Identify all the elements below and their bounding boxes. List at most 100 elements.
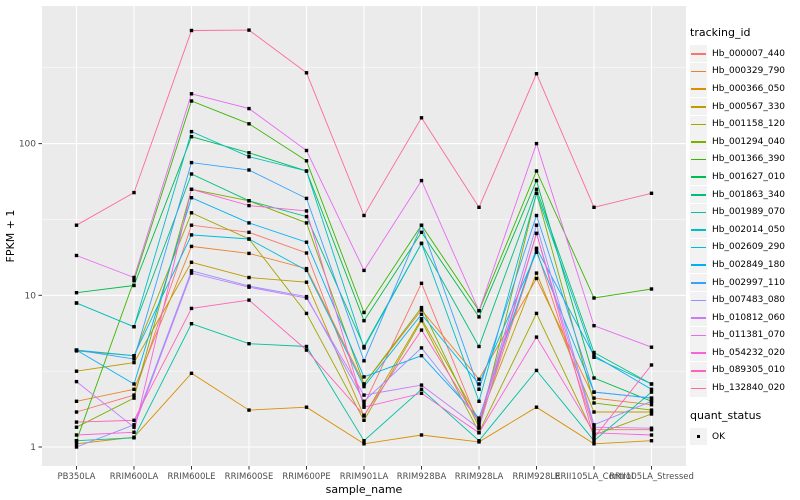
tracking-id-legend-items: Hb_000007_440 Hb_000329_790 Hb_000366_050 H… — [690, 45, 800, 397]
y-tick-label: 10 — [25, 291, 37, 301]
data-point — [649, 345, 654, 349]
legend-key-swatch — [690, 45, 707, 63]
legend-item-Hb_000007_440: Hb_000007_440 — [690, 45, 800, 63]
data-point — [74, 223, 79, 227]
data-point — [362, 418, 366, 422]
data-point — [132, 387, 136, 391]
legend-key-line-icon — [691, 53, 706, 55]
data-point — [419, 317, 424, 321]
legend-item-label: Hb_000366_050 — [712, 83, 786, 94]
data-point — [247, 151, 251, 155]
data-point — [592, 431, 596, 435]
legend-key-line-icon — [691, 194, 706, 196]
legend-key-swatch — [690, 203, 707, 221]
data-point — [649, 410, 654, 414]
data-point — [649, 412, 654, 416]
x-tick-label: RRIM600LE — [168, 472, 216, 482]
data-point — [247, 221, 251, 225]
legend-key-line-icon — [691, 282, 706, 284]
data-point — [247, 168, 251, 172]
data-point — [132, 418, 136, 422]
data-point — [362, 213, 366, 218]
data-point — [189, 223, 194, 227]
data-point — [304, 196, 309, 201]
x-tick-label: PB350LA — [58, 472, 96, 482]
data-point — [534, 223, 539, 227]
data-point — [534, 191, 539, 195]
data-point — [419, 328, 424, 332]
legend-key-swatch — [690, 291, 707, 309]
x-tick-label: RRIM901LA — [340, 472, 389, 482]
legend-key-swatch — [690, 379, 707, 397]
y-tick-label: 100 — [19, 140, 36, 150]
x-tick-label: RRIM928LA — [455, 472, 504, 482]
data-point — [247, 237, 251, 241]
data-point — [649, 403, 654, 407]
data-point — [534, 231, 539, 236]
legend-key-swatch — [690, 98, 707, 116]
data-point — [477, 382, 481, 386]
data-point — [304, 268, 309, 273]
legend-key-line-icon — [691, 264, 706, 267]
data-point — [592, 376, 596, 380]
data-point — [477, 377, 481, 381]
legend-key-swatch — [690, 361, 707, 379]
data-point — [477, 315, 481, 319]
data-point — [74, 253, 79, 258]
data-point — [189, 233, 194, 237]
legend-key-line-icon — [691, 299, 706, 302]
data-point — [649, 396, 654, 400]
data-point — [74, 301, 79, 305]
data-point — [189, 271, 194, 275]
legend-item-Hb_001627_010: Hb_001627_010 — [690, 168, 800, 186]
data-point — [74, 410, 79, 414]
legend-title-quant-status: quant_status — [690, 408, 762, 422]
data-point — [534, 213, 539, 218]
data-point — [247, 342, 251, 346]
legend-key-swatch — [690, 115, 707, 133]
data-point — [534, 271, 539, 275]
data-point — [362, 346, 366, 350]
legend-key-swatch — [690, 274, 707, 292]
data-point — [189, 135, 194, 139]
data-point — [189, 92, 194, 96]
legend-key-line-icon — [691, 158, 706, 161]
data-point — [592, 442, 596, 446]
legend-item-Hb_054232_020: Hb_054232_020 — [690, 344, 800, 362]
data-point — [592, 390, 596, 394]
data-point — [74, 348, 79, 352]
x-tick-label: RRIM928BA — [397, 472, 447, 482]
data-point — [362, 393, 366, 397]
data-point — [132, 283, 136, 288]
data-point — [534, 335, 539, 339]
data-point — [362, 319, 366, 323]
data-point — [592, 433, 596, 437]
legend-item-label: Hb_002014_050 — [712, 224, 786, 235]
legend-item-Hb_002997_110: Hb_002997_110 — [690, 274, 800, 292]
data-point — [534, 246, 539, 250]
data-point — [419, 346, 424, 350]
legend-item-Hb_001863_340: Hb_001863_340 — [690, 186, 800, 204]
data-point — [304, 296, 309, 300]
data-point — [592, 410, 596, 414]
legend-item-Hb_001158_120: Hb_001158_120 — [690, 115, 800, 133]
data-point — [362, 384, 366, 389]
data-point — [247, 155, 251, 159]
data-point — [189, 196, 194, 200]
legend-item-Hb_001294_040: Hb_001294_040 — [690, 133, 800, 151]
legend-item-Hb_002014_050: Hb_002014_050 — [690, 221, 800, 239]
legend-item-Hb_000366_050: Hb_000366_050 — [690, 80, 800, 98]
data-point — [362, 442, 366, 446]
data-point — [362, 375, 366, 379]
data-point — [362, 359, 366, 363]
data-point — [592, 396, 596, 400]
data-point — [189, 187, 194, 191]
x-tick-label: RRII105LA_Stressed — [609, 472, 694, 482]
legend-item-label: Hb_001863_340 — [712, 189, 786, 200]
data-point — [419, 308, 424, 312]
data-point — [304, 348, 309, 352]
data-point — [419, 223, 424, 227]
legend-item-label: Hb_132840_020 — [712, 383, 786, 394]
data-point — [362, 399, 366, 403]
legend-key-swatch — [690, 168, 707, 186]
